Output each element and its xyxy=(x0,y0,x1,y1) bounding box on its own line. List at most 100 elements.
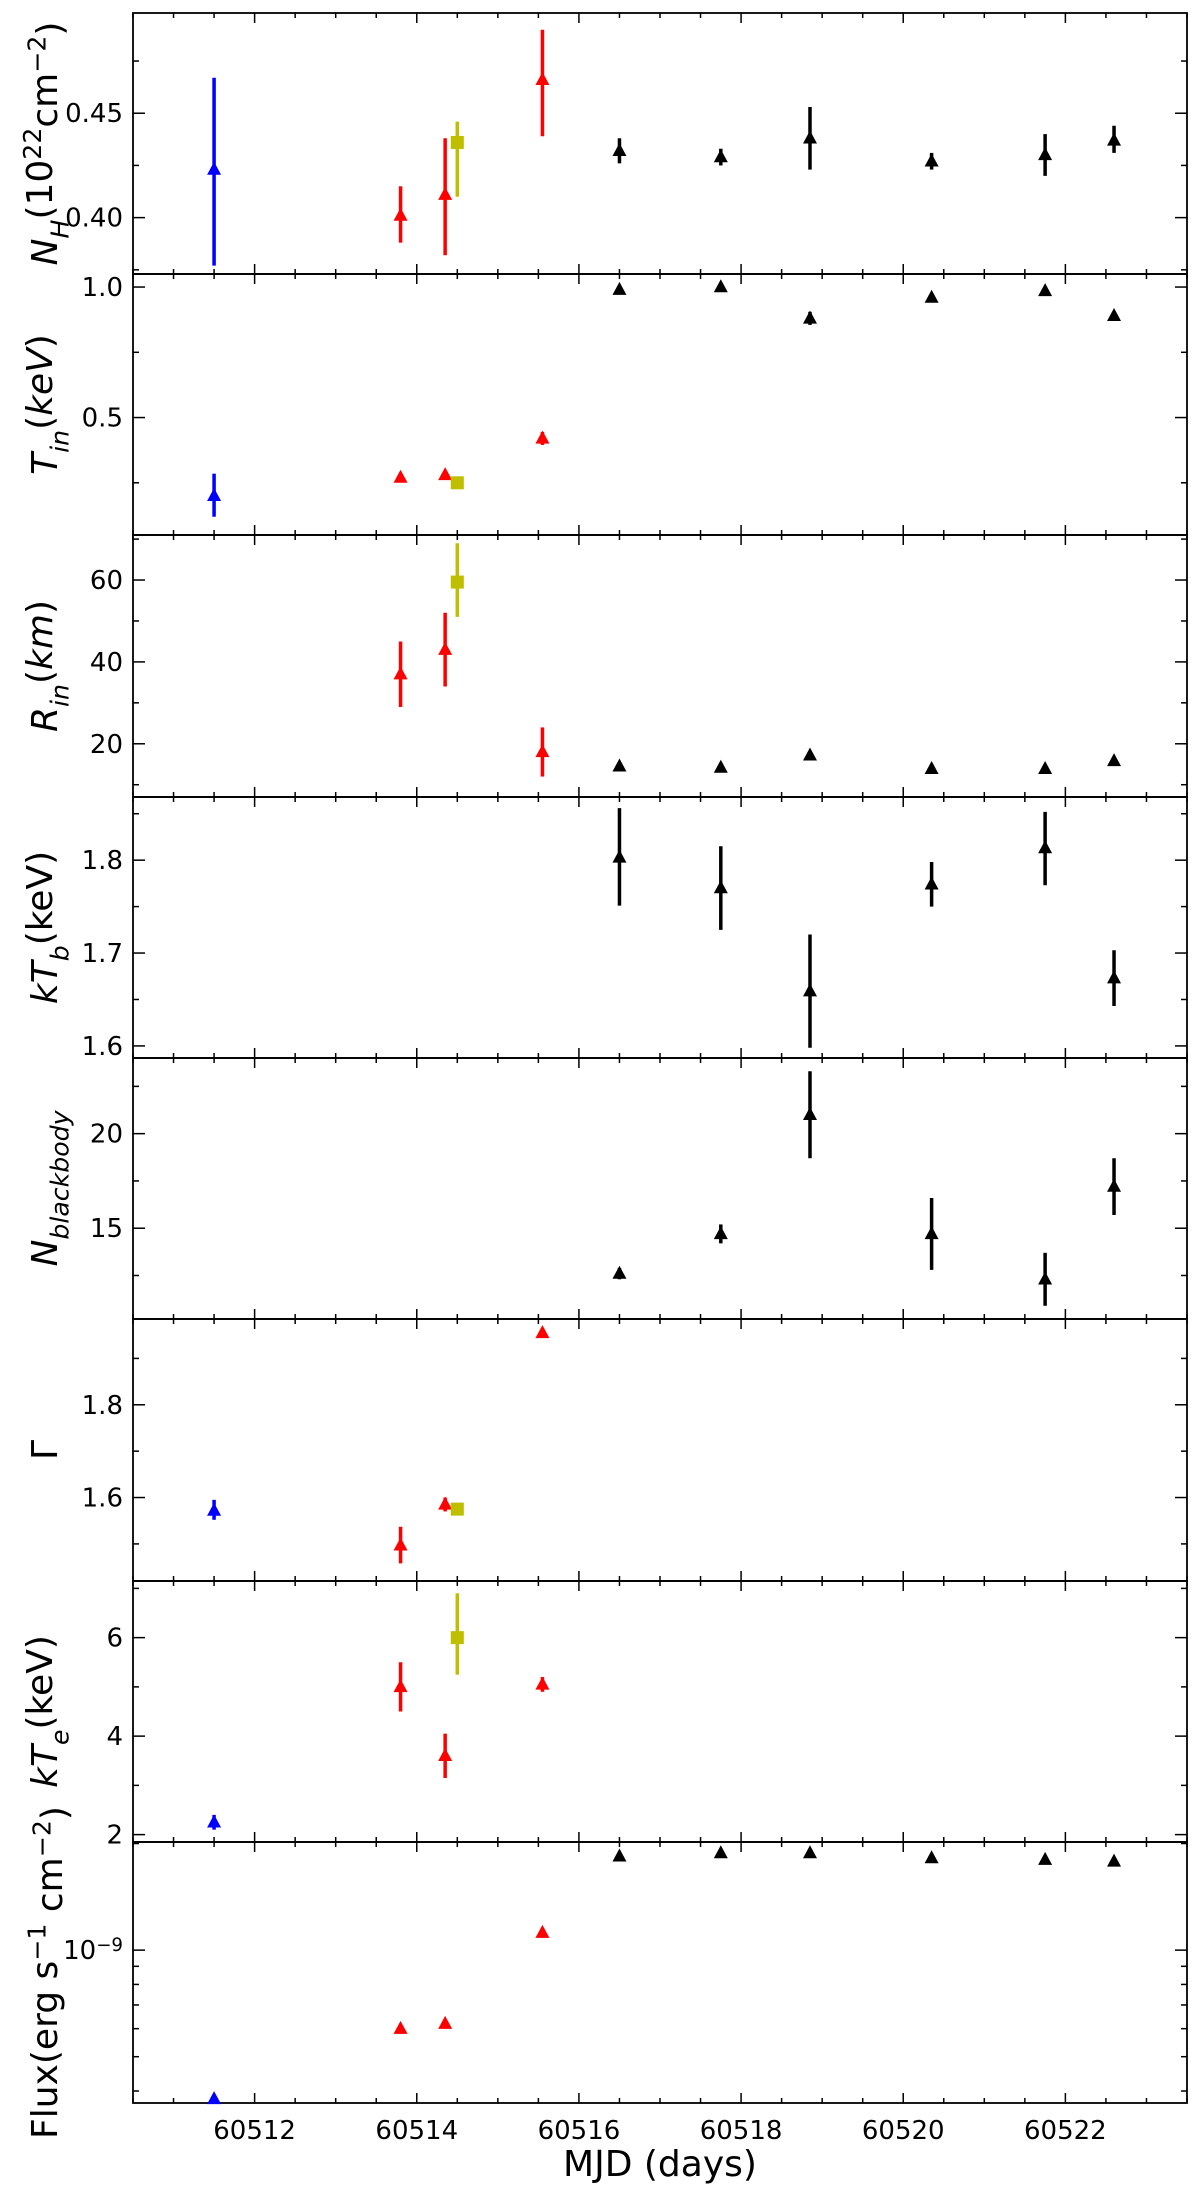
y-tick-label: 6 xyxy=(106,1624,123,1654)
data-point-triangle xyxy=(802,130,817,144)
data-point-triangle xyxy=(713,880,728,894)
x-tick-label: 60520 xyxy=(862,2116,945,2146)
data-point-triangle xyxy=(1107,1853,1122,1867)
panel-nbb: 15 20 Nblackbody xyxy=(25,1057,1188,1320)
data-point-triangle xyxy=(802,310,817,324)
y-tick-label: 1.0 xyxy=(82,273,123,303)
data-point-triangle xyxy=(438,641,453,655)
data-point-square xyxy=(450,1502,464,1516)
y-axis-label: Γ xyxy=(25,1440,66,1460)
data-point-triangle xyxy=(438,2015,453,2029)
data-point-square xyxy=(450,135,464,149)
data-point-triangle xyxy=(535,430,550,444)
y-axis-label: Flux(erg s−1 cm−2) xyxy=(23,1806,76,2139)
data-point-triangle xyxy=(393,1537,408,1551)
data-point-triangle xyxy=(713,149,728,163)
y-tick-label: 1.8 xyxy=(82,1391,123,1421)
data-point-triangle xyxy=(535,1676,550,1690)
data-point-triangle xyxy=(612,143,627,157)
y-tick-label: 0.5 xyxy=(82,404,123,434)
y-tick-label: 0.45 xyxy=(65,99,123,129)
panel-frame xyxy=(132,1580,1188,1843)
data-point-triangle xyxy=(1038,147,1053,161)
x-tick-label: 60512 xyxy=(213,2116,296,2146)
data-point-triangle xyxy=(207,161,222,175)
data-point-triangle xyxy=(713,1845,728,1859)
y-tick-label: 1.7 xyxy=(82,939,123,969)
data-point-square xyxy=(450,476,464,490)
data-point-triangle xyxy=(1107,307,1122,321)
data-point-triangle xyxy=(393,666,408,680)
y-tick-label: 4 xyxy=(106,1722,123,1752)
y-axis-label: NH(1022cm−2) xyxy=(18,22,75,266)
data-point-triangle xyxy=(1038,840,1053,854)
panel-frame xyxy=(132,534,1188,798)
y-tick-label: 10−9 xyxy=(63,1935,123,1966)
panel-kte: 2 4 6 kTe(keV) xyxy=(20,1580,1188,1851)
data-point-triangle xyxy=(612,281,627,295)
data-point-triangle xyxy=(612,849,627,863)
data-point-triangle xyxy=(924,760,939,774)
data-point-triangle xyxy=(535,744,550,758)
data-point-triangle xyxy=(713,279,728,293)
data-point-square xyxy=(450,1631,464,1645)
data-point-triangle xyxy=(612,1848,627,1862)
data-point-triangle xyxy=(802,1845,817,1859)
panel-frame xyxy=(132,1318,1188,1582)
data-point-triangle xyxy=(535,1325,550,1339)
y-axis-label: kTb(keV) xyxy=(20,851,74,1004)
y-axis-label: kTe(keV) xyxy=(20,1635,74,1788)
data-point-triangle xyxy=(393,1679,408,1693)
y-tick-label: 40 xyxy=(90,648,123,678)
data-point-triangle xyxy=(393,2020,408,2034)
panel-tin: 0.5 1.0 Tin(keV) xyxy=(20,273,1188,536)
data-point-triangle xyxy=(207,2091,222,2105)
data-point-triangle xyxy=(924,289,939,303)
data-point-triangle xyxy=(438,467,453,481)
data-point-triangle xyxy=(207,488,222,502)
data-point-triangle xyxy=(713,1226,728,1240)
data-point-triangle xyxy=(535,1924,550,1938)
y-tick-label: 1.6 xyxy=(82,1032,123,1062)
panel-frame xyxy=(132,1057,1188,1320)
y-axis-label: Nblackbody xyxy=(25,1109,74,1266)
data-point-triangle xyxy=(438,1496,453,1510)
panel-rin: 20 40 60 Rin(km) xyxy=(20,534,1188,798)
data-point-triangle xyxy=(1038,760,1053,774)
panel-frame xyxy=(132,12,1188,275)
y-tick-label: 15 xyxy=(90,1214,123,1244)
y-tick-label: 2 xyxy=(106,1821,123,1851)
data-point-triangle xyxy=(207,1502,222,1516)
data-point-triangle xyxy=(1107,132,1122,146)
data-point-triangle xyxy=(535,72,550,86)
data-point-triangle xyxy=(924,1226,939,1240)
data-point-triangle xyxy=(1107,753,1122,767)
y-tick-label: 0.40 xyxy=(65,204,123,234)
y-tick-label: 1.6 xyxy=(82,1484,123,1514)
panel-frame xyxy=(132,1841,1188,2104)
data-point-triangle xyxy=(1107,1178,1122,1192)
data-point-triangle xyxy=(802,747,817,761)
data-point-triangle xyxy=(802,1106,817,1120)
x-tick-label: 60522 xyxy=(1024,2116,1107,2146)
data-point-square xyxy=(450,575,464,589)
x-tick-label: 60514 xyxy=(375,2116,458,2146)
data-point-triangle xyxy=(924,1850,939,1864)
data-point-triangle xyxy=(438,1748,453,1762)
data-point-triangle xyxy=(1038,1271,1053,1285)
data-point-triangle xyxy=(1038,283,1053,297)
data-point-triangle xyxy=(713,759,728,773)
x-tick-label: 60516 xyxy=(538,2116,621,2146)
data-point-triangle xyxy=(802,983,817,997)
data-point-triangle xyxy=(924,153,939,167)
data-point-triangle xyxy=(438,186,453,200)
data-point-triangle xyxy=(393,207,408,221)
y-tick-label: 60 xyxy=(90,566,123,596)
panel-gamma: 1.6 1.8 Γ xyxy=(25,1318,1188,1582)
data-point-triangle xyxy=(207,1814,222,1828)
y-axis-label: Tin(keV) xyxy=(20,334,74,475)
y-tick-label: 20 xyxy=(90,1120,123,1150)
